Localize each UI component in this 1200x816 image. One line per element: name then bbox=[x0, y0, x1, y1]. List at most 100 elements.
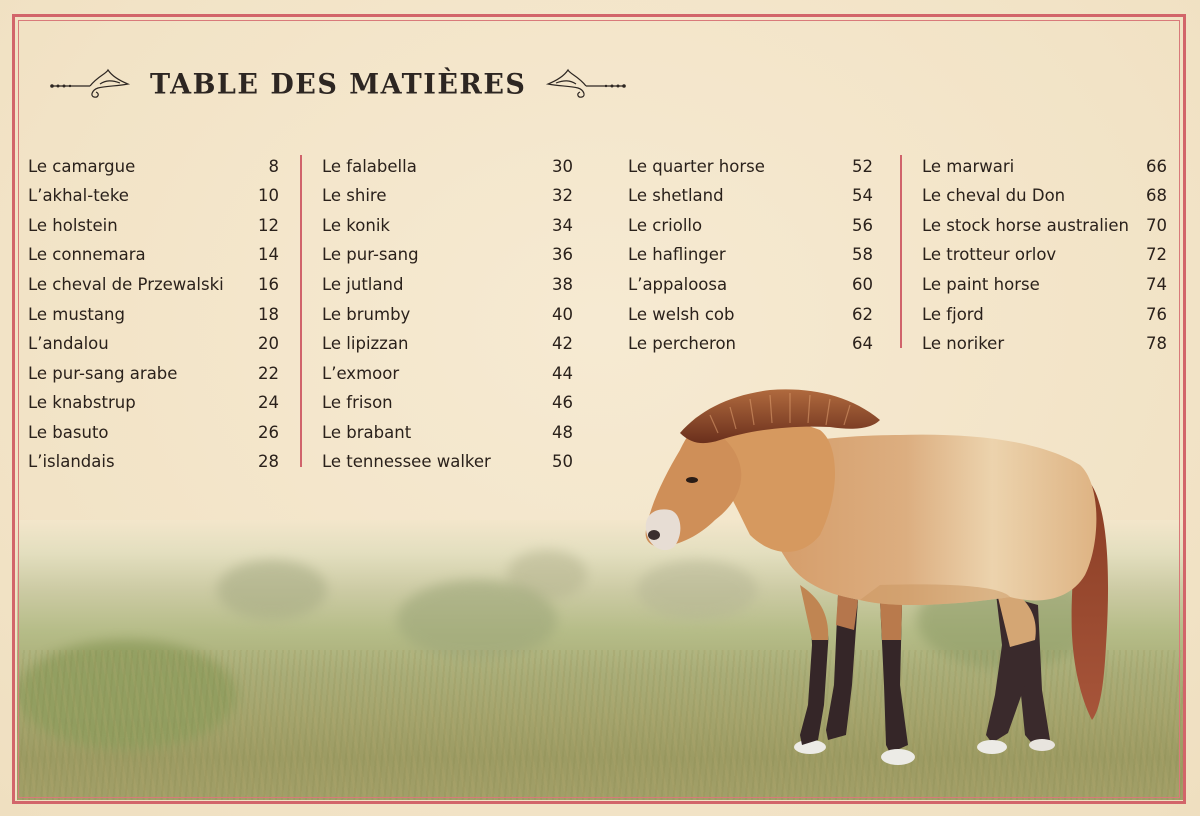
toc-entry[interactable]: Le frison 46 bbox=[322, 389, 573, 419]
toc-entry[interactable]: Le percheron 64 bbox=[628, 330, 873, 360]
toc-entry[interactable]: Le welsh cob 62 bbox=[628, 300, 873, 330]
toc-entry[interactable]: Le marwari 66 bbox=[922, 152, 1167, 182]
toc-entry[interactable]: Le holstein 12 bbox=[28, 211, 279, 241]
entry-title: Le jutland bbox=[322, 274, 404, 294]
entry-title: L’andalou bbox=[28, 334, 109, 354]
entry-page: 26 bbox=[258, 422, 279, 442]
toc-entry[interactable]: Le tennessee walker 50 bbox=[322, 448, 573, 478]
entry-page: 52 bbox=[852, 156, 873, 176]
entry-page: 50 bbox=[552, 452, 573, 472]
toc-entry[interactable]: Le quarter horse 52 bbox=[628, 152, 873, 182]
column-divider bbox=[900, 155, 902, 348]
toc-entry[interactable]: Le mustang 18 bbox=[28, 300, 279, 330]
entry-page: 38 bbox=[552, 274, 573, 294]
toc-entry[interactable]: L’islandais 28 bbox=[28, 448, 279, 478]
page-title: TABLE DES MATIÈRES bbox=[150, 67, 527, 101]
entry-page: 20 bbox=[258, 334, 279, 354]
entry-title: Le pur-sang bbox=[322, 245, 419, 265]
toc-entry[interactable]: L’andalou 20 bbox=[28, 330, 279, 360]
entry-title: Le cheval de Przewalski bbox=[28, 274, 224, 294]
toc-entry[interactable]: Le trotteur orlov 72 bbox=[922, 241, 1167, 271]
toc-entry[interactable]: Le cheval du Don 68 bbox=[922, 182, 1167, 212]
entry-page: 56 bbox=[852, 215, 873, 235]
toc-entry[interactable]: Le criollo 56 bbox=[628, 211, 873, 241]
entry-page: 22 bbox=[258, 363, 279, 383]
entry-title: Le brumby bbox=[322, 304, 411, 324]
toc-entry[interactable]: Le konik 34 bbox=[322, 211, 573, 241]
entry-page: 40 bbox=[552, 304, 573, 324]
entry-page: 64 bbox=[852, 334, 873, 354]
entry-page: 48 bbox=[552, 422, 573, 442]
toc-entry[interactable]: Le falabella 30 bbox=[322, 152, 573, 182]
entry-title: L’appaloosa bbox=[628, 274, 728, 294]
entry-title: Le konik bbox=[322, 215, 390, 235]
entry-title: Le tennessee walker bbox=[322, 452, 491, 472]
toc-column-4: Le marwari 66 Le cheval du Don 68 Le stock… bbox=[922, 152, 1167, 359]
toc-entry[interactable]: Le connemara 14 bbox=[28, 241, 279, 271]
toc-entry[interactable]: Le basuto 26 bbox=[28, 418, 279, 448]
entry-title: Le camargue bbox=[28, 156, 136, 176]
entry-title: Le cheval du Don bbox=[922, 186, 1066, 206]
entry-page: 74 bbox=[1146, 274, 1167, 294]
toc-entry[interactable]: Le paint horse 74 bbox=[922, 270, 1167, 300]
toc-entry[interactable]: Le fjord 76 bbox=[922, 300, 1167, 330]
entry-title: Le mustang bbox=[28, 304, 125, 324]
page-frame-outer bbox=[12, 14, 1186, 804]
entry-page: 70 bbox=[1146, 215, 1167, 235]
toc-entry[interactable]: Le camargue 8 bbox=[28, 152, 279, 182]
entry-page: 78 bbox=[1146, 334, 1167, 354]
toc-entry[interactable]: L’akhal-teke 10 bbox=[28, 182, 279, 212]
entry-title: Le pur-sang arabe bbox=[28, 363, 178, 383]
entry-title: Le welsh cob bbox=[628, 304, 735, 324]
bush bbox=[17, 640, 237, 750]
toc-entry[interactable]: Le pur-sang 36 bbox=[322, 241, 573, 271]
entry-page: 30 bbox=[552, 156, 573, 176]
toc-entry[interactable]: L’appaloosa 60 bbox=[628, 270, 873, 300]
toc-entry[interactable]: Le shetland 54 bbox=[628, 182, 873, 212]
right-flourish-icon bbox=[546, 68, 627, 98]
entry-page: 72 bbox=[1146, 245, 1167, 265]
toc-entry[interactable]: Le knabstrup 24 bbox=[28, 389, 279, 419]
toc-entry[interactable]: Le jutland 38 bbox=[322, 270, 573, 300]
toc-column-2: Le falabella 30 Le shire 32 Le konik 34 Le … bbox=[322, 152, 573, 478]
entry-title: Le criollo bbox=[628, 215, 703, 235]
entry-title: Le percheron bbox=[628, 334, 736, 354]
entry-page: 62 bbox=[852, 304, 873, 324]
entry-title: Le frison bbox=[322, 393, 393, 413]
entry-page: 10 bbox=[258, 186, 279, 206]
toc-entry[interactable]: Le shire 32 bbox=[322, 182, 573, 212]
entry-page: 24 bbox=[258, 393, 279, 413]
entry-title: Le basuto bbox=[28, 422, 109, 442]
entry-title: Le quarter horse bbox=[628, 156, 765, 176]
entry-title: Le haflinger bbox=[628, 245, 726, 265]
entry-title: Le holstein bbox=[28, 215, 118, 235]
entry-page: 28 bbox=[258, 452, 279, 472]
entry-page: 54 bbox=[852, 186, 873, 206]
entry-title: Le fjord bbox=[922, 304, 984, 324]
entry-title: Le trotteur orlov bbox=[922, 245, 1057, 265]
toc-entry[interactable]: Le haflinger 58 bbox=[628, 241, 873, 271]
entry-title: Le brabant bbox=[322, 422, 412, 442]
entry-page: 36 bbox=[552, 245, 573, 265]
entry-page: 60 bbox=[852, 274, 873, 294]
entry-title: Le connemara bbox=[28, 245, 146, 265]
entry-page: 66 bbox=[1146, 156, 1167, 176]
toc-column-3: Le quarter horse 52 Le shetland 54 Le crio… bbox=[628, 152, 873, 359]
entry-title: Le shetland bbox=[628, 186, 724, 206]
toc-entry[interactable]: Le lipizzan 42 bbox=[322, 330, 573, 360]
toc-entry[interactable]: Le brumby 40 bbox=[322, 300, 573, 330]
entry-page: 76 bbox=[1146, 304, 1167, 324]
toc-entry[interactable]: Le brabant 48 bbox=[322, 418, 573, 448]
bush bbox=[637, 560, 757, 620]
entry-page: 44 bbox=[552, 363, 573, 383]
toc-entry[interactable]: L’exmoor 44 bbox=[322, 359, 573, 389]
column-divider bbox=[300, 155, 302, 467]
toc-entry[interactable]: Le pur-sang arabe 22 bbox=[28, 359, 279, 389]
entry-page: 46 bbox=[552, 393, 573, 413]
toc-entry[interactable]: Le stock horse australien 70 bbox=[922, 211, 1167, 241]
toc-entry[interactable]: Le cheval de Przewalski 16 bbox=[28, 270, 279, 300]
entry-page: 68 bbox=[1146, 186, 1167, 206]
entry-page: 32 bbox=[552, 186, 573, 206]
entry-title: L’exmoor bbox=[322, 363, 400, 383]
toc-entry[interactable]: Le noriker 78 bbox=[922, 330, 1167, 360]
